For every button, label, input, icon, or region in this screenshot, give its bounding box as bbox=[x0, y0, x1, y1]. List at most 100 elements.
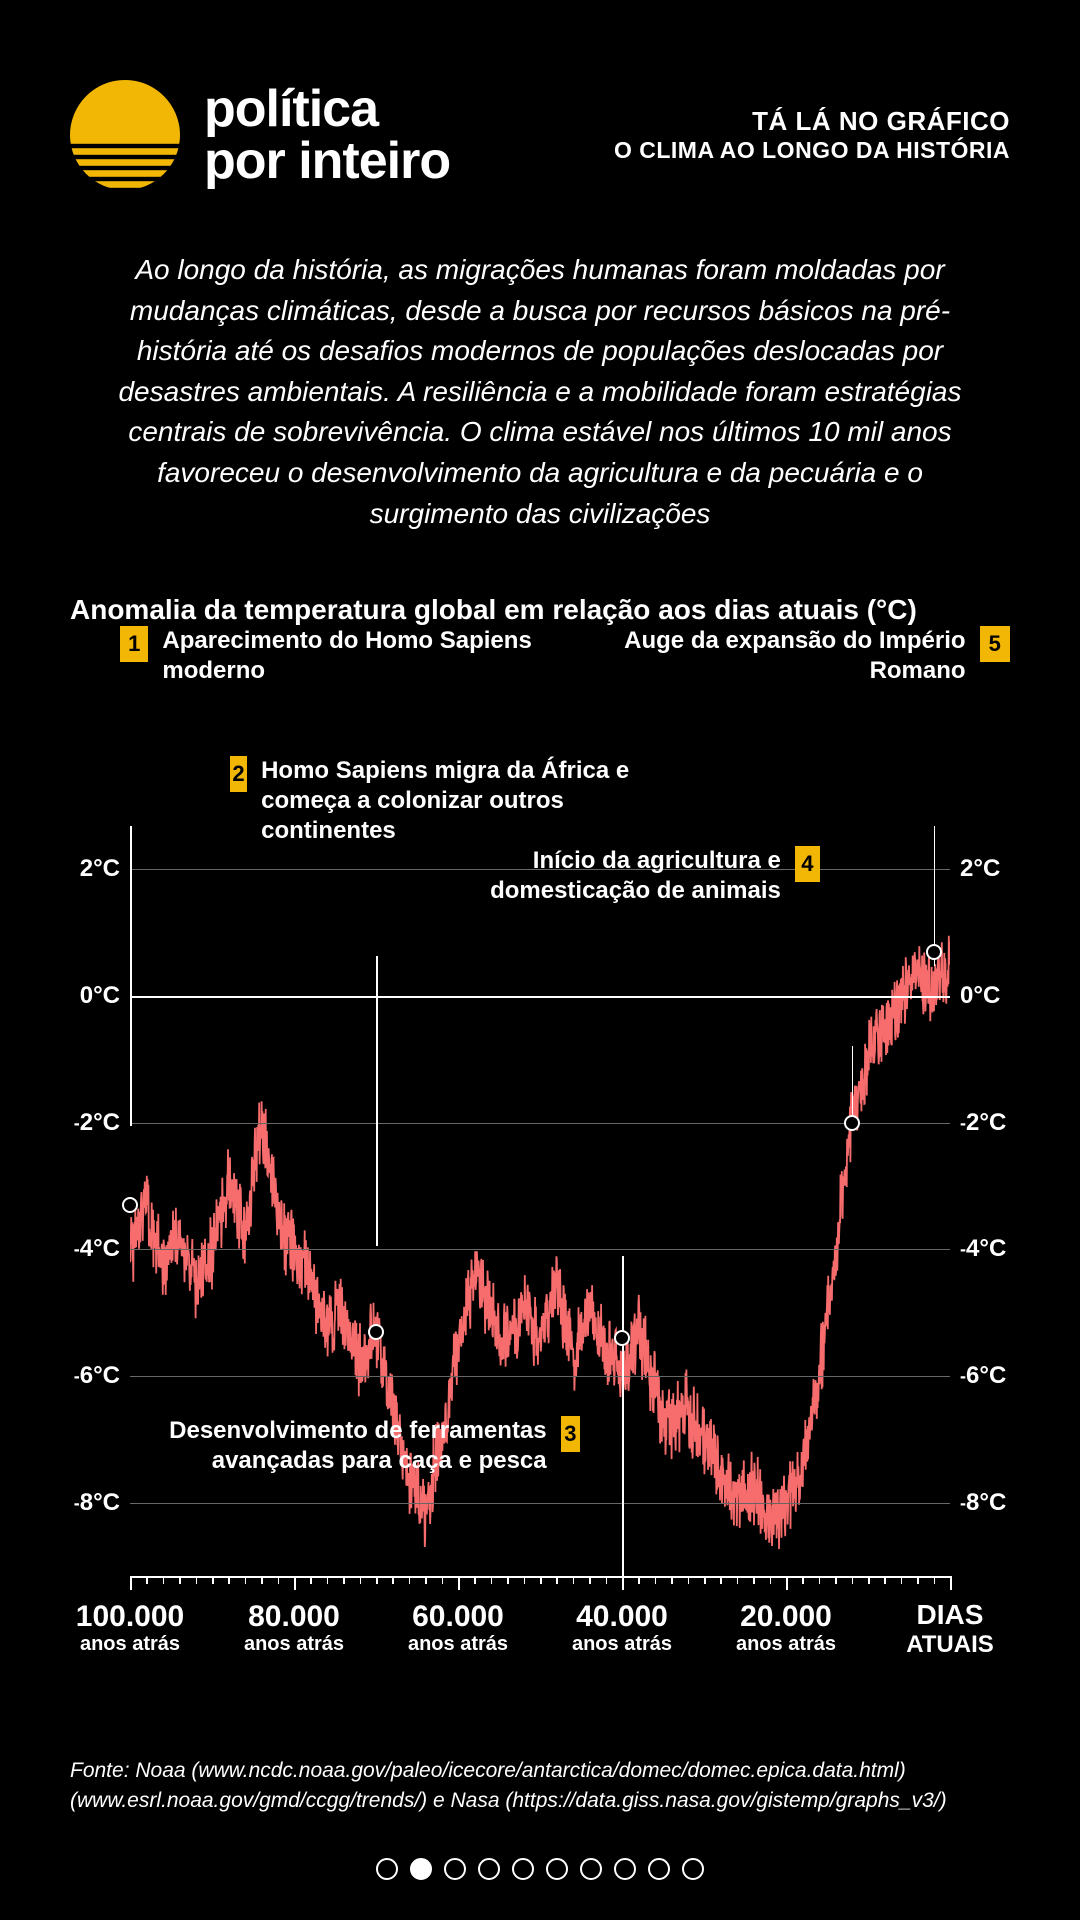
gridline bbox=[130, 1249, 950, 1250]
x-tick bbox=[655, 1576, 657, 1584]
x-tick bbox=[392, 1576, 394, 1584]
x-tick bbox=[901, 1576, 903, 1584]
x-tick bbox=[638, 1576, 640, 1584]
y-axis-label: 2°C bbox=[70, 855, 120, 883]
pagination-dot[interactable] bbox=[444, 1858, 466, 1880]
annotation-badge: 1 bbox=[120, 626, 148, 662]
y-axis-label: -6°C bbox=[70, 1362, 120, 1390]
y-axis-label: -4°C bbox=[960, 1235, 1010, 1263]
x-axis-label: 60.000anos atrás bbox=[408, 1600, 508, 1656]
x-tick bbox=[819, 1576, 821, 1584]
x-tick bbox=[753, 1576, 755, 1584]
x-tick bbox=[327, 1576, 329, 1584]
annotation: 3 Desenvolvimento de ferramentas avançada… bbox=[160, 1416, 580, 1476]
pagination-dot[interactable] bbox=[614, 1858, 636, 1880]
annotation-badge: 3 bbox=[561, 1416, 580, 1452]
x-tick bbox=[704, 1576, 706, 1584]
annotation-text: Aparecimento do Homo Sapiens moderno bbox=[162, 626, 540, 686]
annotation-marker bbox=[368, 1324, 384, 1340]
annotation-leader bbox=[376, 956, 378, 1246]
source-text: Fonte: Noaa (www.ncdc.noaa.gov/paleo/ice… bbox=[0, 1646, 1080, 1815]
brand-text: política por inteiro bbox=[204, 83, 450, 187]
x-axis-label: 80.000anos atrás bbox=[244, 1600, 344, 1656]
x-tick bbox=[802, 1576, 804, 1584]
x-tick bbox=[737, 1576, 739, 1584]
x-tick bbox=[868, 1576, 870, 1584]
x-tick bbox=[261, 1576, 263, 1584]
pagination-dot[interactable] bbox=[478, 1858, 500, 1880]
annotation-text: Homo Sapiens migra da África e começa a … bbox=[261, 756, 650, 846]
x-tick bbox=[442, 1576, 444, 1584]
tagline-line-2: O CLIMA AO LONGO DA HISTÓRIA bbox=[614, 137, 1010, 164]
tagline-line-1: TÁ LÁ NO GRÁFICO bbox=[614, 106, 1010, 137]
y-axis-label: -8°C bbox=[960, 1489, 1010, 1517]
x-tick bbox=[228, 1576, 230, 1584]
intro-paragraph: Ao longo da história, as migrações human… bbox=[0, 190, 1080, 534]
x-tick bbox=[622, 1576, 624, 1590]
chart: 2°C2°C0°C0°C-2°C-2°C-4°C-4°C-6°C-6°C-8°C… bbox=[70, 646, 1010, 1646]
annotation: 5 Auge da expansão do Império Romano bbox=[590, 626, 1010, 686]
annotation-marker bbox=[614, 1330, 630, 1346]
x-tick bbox=[425, 1576, 427, 1584]
annotation-text: Início da agricultura e domesticação de … bbox=[400, 846, 781, 906]
x-tick bbox=[474, 1576, 476, 1584]
gridline bbox=[130, 1123, 950, 1124]
gridline bbox=[130, 1376, 950, 1377]
x-tick bbox=[343, 1576, 345, 1584]
annotation-leader bbox=[852, 1046, 854, 1116]
pagination-dot[interactable] bbox=[410, 1858, 432, 1880]
x-tick bbox=[179, 1576, 181, 1584]
header: política por inteiro TÁ LÁ NO GRÁFICO O … bbox=[0, 0, 1080, 190]
annotation-marker bbox=[122, 1197, 138, 1213]
annotation-badge: 4 bbox=[795, 846, 820, 882]
x-tick bbox=[278, 1576, 280, 1584]
y-axis-label: -2°C bbox=[960, 1109, 1010, 1137]
x-tick bbox=[458, 1576, 460, 1590]
x-tick bbox=[573, 1576, 575, 1584]
x-tick bbox=[950, 1576, 952, 1590]
y-axis-label: 0°C bbox=[960, 982, 1010, 1010]
x-tick bbox=[540, 1576, 542, 1584]
x-tick bbox=[934, 1576, 936, 1584]
x-tick bbox=[360, 1576, 362, 1584]
pagination-dot[interactable] bbox=[580, 1858, 602, 1880]
gridline bbox=[130, 1503, 950, 1504]
x-tick bbox=[376, 1576, 378, 1584]
pagination-dots bbox=[0, 1858, 1080, 1880]
pagination-dot[interactable] bbox=[682, 1858, 704, 1880]
pagination-dot[interactable] bbox=[546, 1858, 568, 1880]
x-tick bbox=[852, 1576, 854, 1584]
x-tick bbox=[507, 1576, 509, 1584]
logo-icon bbox=[70, 80, 180, 190]
x-tick bbox=[671, 1576, 673, 1584]
x-tick bbox=[524, 1576, 526, 1584]
pagination-dot[interactable] bbox=[648, 1858, 670, 1880]
x-axis-label: 20.000anos atrás bbox=[736, 1600, 836, 1656]
annotation-text: Auge da expansão do Império Romano bbox=[590, 626, 966, 686]
gridline bbox=[130, 996, 950, 998]
y-axis-label: 2°C bbox=[960, 855, 1010, 883]
annotation-marker bbox=[926, 944, 942, 960]
annotation-text: Desenvolvimento de ferramentas avançadas… bbox=[160, 1416, 547, 1476]
x-tick bbox=[491, 1576, 493, 1584]
x-tick bbox=[835, 1576, 837, 1584]
x-tick bbox=[294, 1576, 296, 1590]
x-tick bbox=[606, 1576, 608, 1584]
x-tick bbox=[917, 1576, 919, 1584]
x-tick bbox=[245, 1576, 247, 1584]
x-tick bbox=[884, 1576, 886, 1584]
x-tick bbox=[589, 1576, 591, 1584]
x-tick bbox=[212, 1576, 214, 1584]
x-tick bbox=[146, 1576, 148, 1584]
annotation-badge: 5 bbox=[980, 626, 1010, 662]
annotation-marker bbox=[844, 1115, 860, 1131]
brand-line-2: por inteiro bbox=[204, 135, 450, 187]
x-axis-label: 100.000anos atrás bbox=[76, 1600, 184, 1656]
pagination-dot[interactable] bbox=[512, 1858, 534, 1880]
x-tick bbox=[556, 1576, 558, 1584]
y-axis-label: -6°C bbox=[960, 1362, 1010, 1390]
pagination-dot[interactable] bbox=[376, 1858, 398, 1880]
x-tick bbox=[688, 1576, 690, 1584]
x-tick bbox=[196, 1576, 198, 1584]
y-axis-label: -4°C bbox=[70, 1235, 120, 1263]
